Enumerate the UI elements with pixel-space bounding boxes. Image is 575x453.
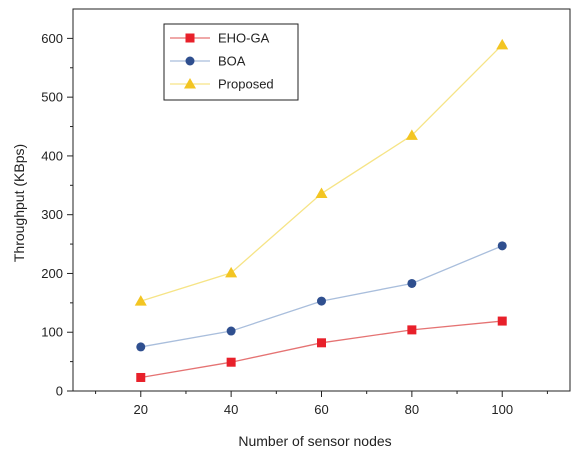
y-axis: 0 100 200 300 400 500 600 [41,31,73,399]
x-axis-title: Number of sensor nodes [238,433,391,449]
data-point [225,266,238,278]
y-tick-label: 200 [41,266,63,281]
y-tick-label: 100 [41,325,63,340]
x-tick-label: 100 [491,402,513,417]
data-point [226,357,236,367]
data-point [317,296,326,306]
data-point [497,241,507,251]
data-point [134,295,147,306]
y-tick-label: 600 [41,31,63,46]
legend: EHO-GA BOA Proposed [163,23,299,101]
y-axis-title: Throughput (KBps) [11,144,27,262]
y-tick-label: 0 [56,384,63,399]
data-point [226,326,236,336]
series-proposed [134,38,509,306]
series-layer [134,38,509,382]
legend-label: Proposed [218,77,274,92]
x-tick-label: 80 [405,402,419,417]
data-point [317,338,326,348]
data-point [496,38,509,50]
data-point [497,316,507,326]
series-eho-ga [136,316,507,382]
legend-label: EHO-GA [218,31,270,46]
data-point [407,278,417,288]
legend-marker [184,78,196,89]
x-axis: 20 40 60 80 100 [95,391,548,417]
x-tick-label: 40 [224,402,238,417]
x-tick-label: 60 [314,402,328,417]
y-tick-label: 400 [41,148,63,163]
series-boa [136,241,507,352]
legend-marker [185,33,195,43]
y-tick-label: 500 [41,90,63,105]
plot-frame [72,8,571,392]
x-tick-label: 20 [134,402,148,417]
data-point [405,129,418,140]
data-point [315,187,328,199]
data-point [407,325,417,335]
legend-label: BOA [218,54,246,69]
y-tick-label: 300 [41,207,63,222]
data-point [136,342,146,352]
data-point [136,372,146,382]
legend-marker [185,56,195,66]
